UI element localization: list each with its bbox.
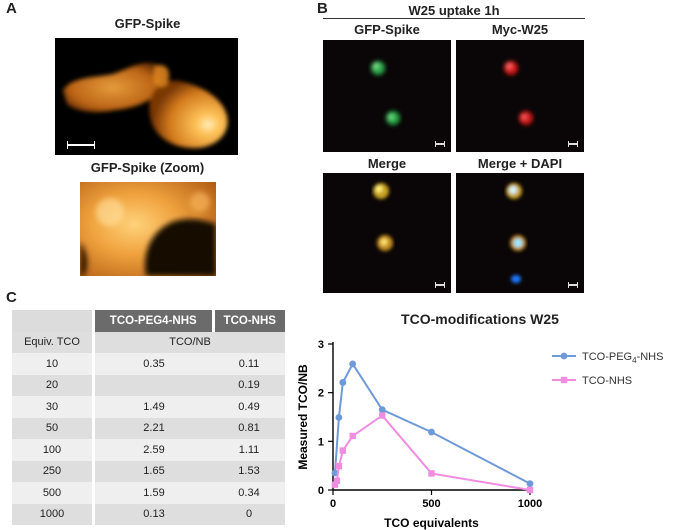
cell-peg4: 2.21: [92, 417, 213, 439]
scale-bar: [67, 141, 95, 149]
cell-peg4: 1.59: [92, 482, 213, 504]
table-row: 50 2.21 0.81: [12, 417, 285, 439]
merge-dapi-cells-image: [506, 183, 526, 283]
data-point: [335, 414, 343, 421]
table-subheader-tco-nb: TCO/NB: [92, 331, 285, 353]
cell-equiv: 250: [12, 460, 94, 482]
legend-label: TCO-PEG4-NHS: [582, 351, 663, 365]
x-tick-label: 500: [422, 498, 440, 510]
cell-nhs: 1.11: [213, 439, 285, 461]
cell-nhs: 1.53: [213, 460, 285, 482]
table-row: 30 1.49 0.49: [12, 396, 285, 418]
y-tick-label: 2: [318, 388, 324, 400]
data-point: [349, 432, 356, 440]
series-line: [334, 414, 531, 491]
y-tick-label: 3: [318, 339, 324, 351]
gfp-cells-image: [371, 61, 400, 125]
cell-nhs: 0.11: [213, 353, 285, 375]
y-tick-label: 0: [318, 485, 324, 497]
cell-equiv: 30: [12, 396, 94, 418]
data-point: [335, 462, 343, 470]
tco-table: TCO-PEG4-NHS TCO-NHS Equiv. TCO TCO/NB 1…: [12, 310, 285, 525]
scale-bar: [435, 141, 445, 147]
data-point: [526, 480, 534, 488]
data-point: [331, 469, 339, 477]
w25-uptake-header: W25 uptake 1h: [408, 3, 500, 18]
legend-marker: [560, 352, 568, 360]
cell-peg4: 0.35: [92, 353, 213, 375]
cell-peg4: 1.65: [92, 460, 213, 482]
data-point: [349, 360, 357, 368]
data-point: [378, 406, 386, 414]
legend-marker: [560, 376, 568, 384]
y-axis-label: Measured TCO/NB: [296, 364, 310, 470]
table-row: 1000 0.13 0: [12, 503, 285, 525]
tile-title-merge-dapi: Merge + DAPI: [477, 156, 563, 171]
data-point: [339, 379, 347, 386]
gfp-spike-zoom-title: GFP-Spike (Zoom): [90, 160, 205, 175]
y-tick-label: 1: [318, 436, 324, 448]
cell-peg4: 1.49: [92, 396, 213, 418]
table-header-blank: [12, 310, 94, 332]
panel-label-b: B: [317, 0, 328, 17]
data-point: [331, 481, 339, 488]
scale-bar: [568, 282, 578, 288]
x-tick-label: 1000: [518, 498, 542, 510]
tile-merge: [323, 173, 451, 293]
cell-nhs: 0.19: [213, 374, 285, 396]
gfp-spike-cells-image: [63, 62, 228, 148]
cell-nhs: 0: [213, 503, 285, 525]
cell-nhs: 0.81: [213, 417, 285, 439]
cell-equiv: 500: [12, 482, 94, 504]
table-row: 20 0.19: [12, 374, 285, 396]
series-line: [333, 361, 531, 485]
table-row: 250 1.65 1.53: [12, 460, 285, 482]
data-point: [526, 486, 534, 494]
cell-nhs: 0.34: [213, 482, 285, 504]
data-point: [333, 477, 341, 484]
panel-label-c: C: [6, 289, 17, 306]
cell-equiv: 1000: [12, 503, 94, 525]
tile-title-myc-w25: Myc-W25: [491, 22, 549, 37]
tile-gfp-spike: [323, 40, 451, 152]
gfp-spike-title: GFP-Spike: [114, 16, 181, 31]
gfp-spike-zoom-micrograph: [80, 182, 216, 276]
cell-peg4: 0.13: [92, 503, 213, 525]
data-point: [379, 412, 386, 419]
table-subheader-equiv: Equiv. TCO: [12, 331, 94, 353]
chart-title: TCO-modifications W25: [401, 311, 559, 327]
scale-bar: [568, 141, 578, 147]
cell-peg4: 2.59: [92, 439, 213, 461]
table-header-tco-peg4-nhs: TCO-PEG4-NHS: [92, 310, 213, 332]
panel-label-a: A: [6, 0, 17, 17]
cell-peg4: [92, 374, 213, 396]
gfp-spike-zoom-image: [80, 182, 216, 276]
table-row: 100 2.59 1.11: [12, 439, 285, 461]
tile-merge-dapi: [456, 173, 584, 293]
data-point: [428, 428, 435, 436]
merge-cells-image: [373, 183, 393, 251]
cell-nhs: 0.49: [213, 396, 285, 418]
table-header-tco-nhs: TCO-NHS: [211, 310, 285, 332]
cell-equiv: 20: [12, 374, 94, 396]
tile-title-merge: Merge: [367, 156, 407, 171]
tile-myc-w25: [456, 40, 584, 152]
tile-title-gfp-spike: GFP-Spike: [354, 22, 420, 37]
header-divider: [323, 18, 585, 19]
table-row: 10 0.35 0.11: [12, 353, 285, 375]
myc-cells-image: [504, 61, 533, 125]
cell-equiv: 10: [12, 353, 94, 375]
cell-equiv: 50: [12, 417, 94, 439]
data-point: [428, 470, 435, 477]
x-tick-label: 0: [330, 498, 336, 510]
data-point: [339, 447, 347, 454]
gfp-spike-micrograph: [55, 38, 238, 155]
table-row: 500 1.59 0.34: [12, 482, 285, 504]
tco-modifications-chart: 0 1 2 3 0 500 1000 TCO equivalents Measured TCO/…: [296, 339, 663, 530]
x-axis-label: TCO equivalents: [384, 516, 479, 530]
cell-equiv: 100: [12, 439, 94, 461]
legend-label: TCO-NHS: [582, 375, 632, 387]
scale-bar: [435, 282, 445, 288]
